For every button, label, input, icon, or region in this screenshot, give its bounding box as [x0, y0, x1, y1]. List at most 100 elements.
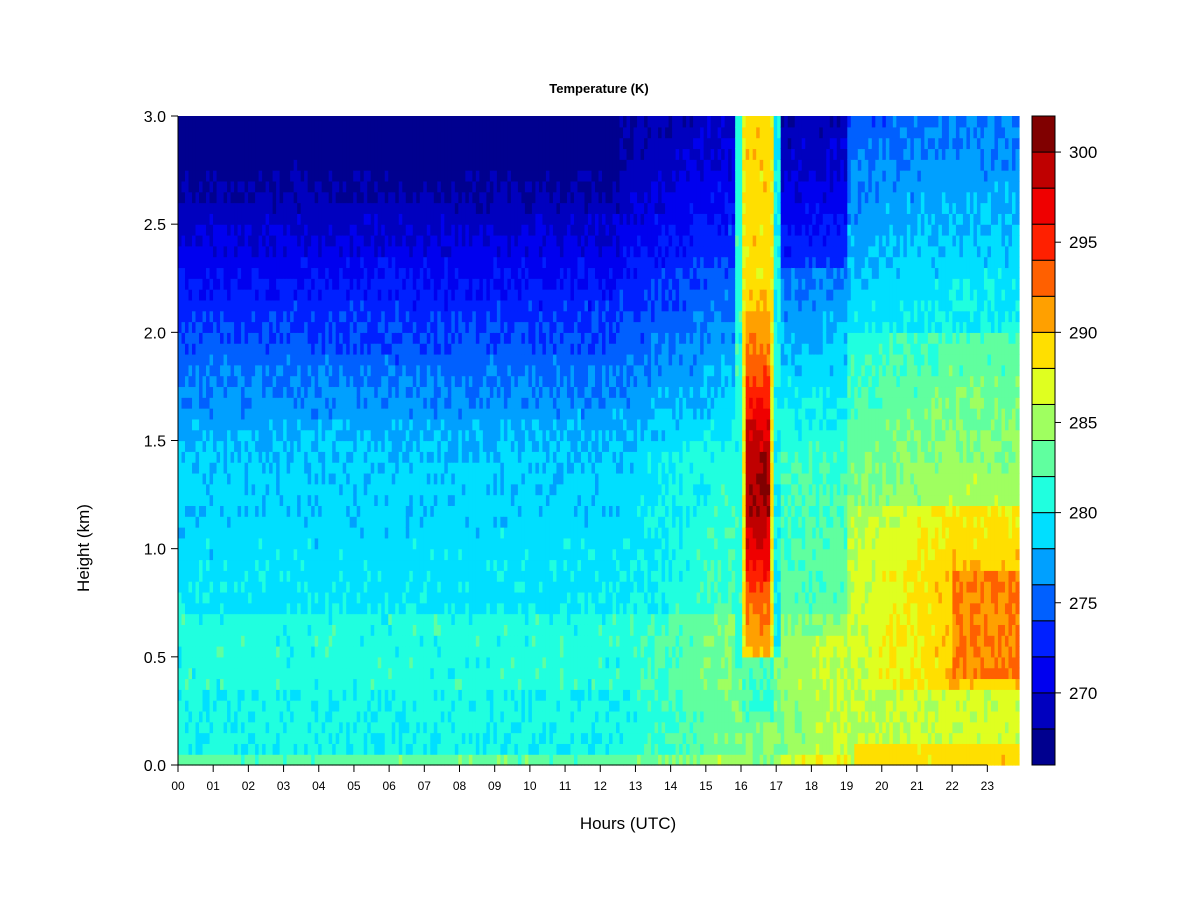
heatmap-cell: [265, 548, 270, 561]
heatmap-cell: [412, 299, 417, 312]
heatmap-cell: [433, 635, 438, 647]
heatmap-cell: [237, 375, 242, 388]
heatmap-cell: [213, 591, 218, 604]
heatmap-cell: [465, 537, 470, 550]
heatmap-cell: [286, 267, 291, 279]
heatmap-cell: [332, 689, 337, 701]
heatmap-cell: [374, 245, 379, 258]
heatmap-cell: [272, 353, 277, 366]
heatmap-cell: [181, 678, 186, 690]
heatmap-cell: [192, 375, 197, 388]
heatmap-cell: [230, 743, 235, 755]
heatmap-cell: [185, 656, 190, 669]
heatmap-cell: [199, 299, 204, 312]
heatmap-cell: [307, 635, 312, 647]
heatmap-cell: [300, 678, 305, 690]
heatmap-cell: [258, 224, 263, 236]
heatmap-cell: [335, 548, 340, 561]
heatmap-cell: [234, 299, 239, 312]
heatmap-cell: [325, 591, 330, 604]
heatmap-cell: [423, 440, 428, 452]
heatmap-cell: [244, 602, 249, 615]
heatmap-cell: [321, 743, 326, 755]
heatmap-cell: [346, 289, 351, 301]
heatmap-cell: [244, 418, 249, 431]
heatmap-cell: [178, 213, 183, 225]
heatmap-cell: [370, 213, 375, 225]
heatmap-cell: [356, 646, 361, 658]
heatmap-cell: [241, 732, 246, 744]
heatmap-cell: [339, 224, 344, 236]
heatmap-cell: [451, 267, 456, 279]
heatmap-cell: [342, 678, 347, 690]
heatmap-cell: [430, 624, 435, 636]
heatmap-cell: [356, 289, 361, 301]
heatmap-cell: [276, 289, 281, 301]
heatmap-cell: [332, 732, 337, 744]
heatmap-cell: [419, 743, 424, 755]
heatmap-cell: [318, 689, 323, 701]
heatmap-cell: [391, 289, 396, 301]
heatmap-cell: [195, 440, 200, 452]
heatmap-cell: [314, 548, 319, 561]
heatmap-cell: [363, 440, 368, 452]
heatmap-cell: [227, 548, 232, 561]
heatmap-cell: [185, 289, 190, 301]
heatmap-cell: [426, 386, 431, 398]
heatmap-cell: [262, 754, 267, 766]
heatmap-cell: [363, 462, 368, 474]
heatmap-cell: [290, 462, 295, 474]
heatmap-cell: [402, 418, 407, 431]
heatmap-cell: [206, 710, 211, 723]
heatmap-cell: [353, 267, 358, 279]
heatmap-cell: [178, 656, 183, 669]
heatmap-cell: [391, 483, 396, 496]
heatmap-cell: [423, 397, 428, 409]
heatmap-cell: [314, 148, 319, 160]
heatmap-cell: [360, 721, 365, 734]
heatmap-cell: [360, 451, 365, 463]
heatmap-cell: [328, 689, 333, 701]
heatmap-cell: [402, 635, 407, 647]
heatmap-cell: [419, 602, 424, 615]
heatmap-cell: [255, 462, 260, 474]
heatmap-cell: [416, 613, 421, 625]
heatmap-cell: [346, 581, 351, 593]
heatmap-cell: [269, 137, 274, 150]
heatmap-cell: [426, 159, 431, 171]
heatmap-cell: [230, 310, 235, 323]
heatmap-cell: [437, 353, 442, 366]
heatmap-cell: [311, 581, 316, 593]
heatmap-cell: [465, 213, 470, 225]
heatmap-cell: [314, 408, 319, 420]
heatmap-cell: [416, 602, 421, 615]
heatmap-cell: [276, 559, 281, 571]
heatmap-cell: [209, 191, 214, 204]
heatmap-cell: [181, 505, 186, 517]
heatmap-cell: [440, 364, 445, 377]
heatmap-cell: [402, 245, 407, 258]
heatmap-cell: [346, 667, 351, 680]
heatmap-cell: [230, 224, 235, 236]
heatmap-cell: [255, 310, 260, 323]
heatmap-cell: [209, 656, 214, 669]
heatmap-cell: [346, 202, 351, 214]
heatmap-cell: [321, 256, 326, 269]
heatmap-cell: [195, 754, 200, 766]
heatmap-cell: [321, 505, 326, 517]
heatmap-cell: [216, 299, 221, 312]
heatmap-cell: [258, 440, 263, 452]
heatmap-cell: [304, 343, 309, 355]
heatmap-cell: [185, 581, 190, 593]
heatmap-cell: [318, 213, 323, 225]
heatmap-cell: [342, 386, 347, 398]
heatmap-cell: [370, 700, 375, 712]
heatmap-cell: [279, 678, 284, 690]
heatmap-cell: [430, 375, 435, 388]
heatmap-cell: [300, 472, 305, 485]
heatmap-cell: [419, 483, 424, 496]
heatmap-cell: [321, 321, 326, 333]
heatmap-cell: [181, 159, 186, 171]
heatmap-cell: [314, 516, 319, 528]
heatmap-cell: [244, 483, 249, 496]
